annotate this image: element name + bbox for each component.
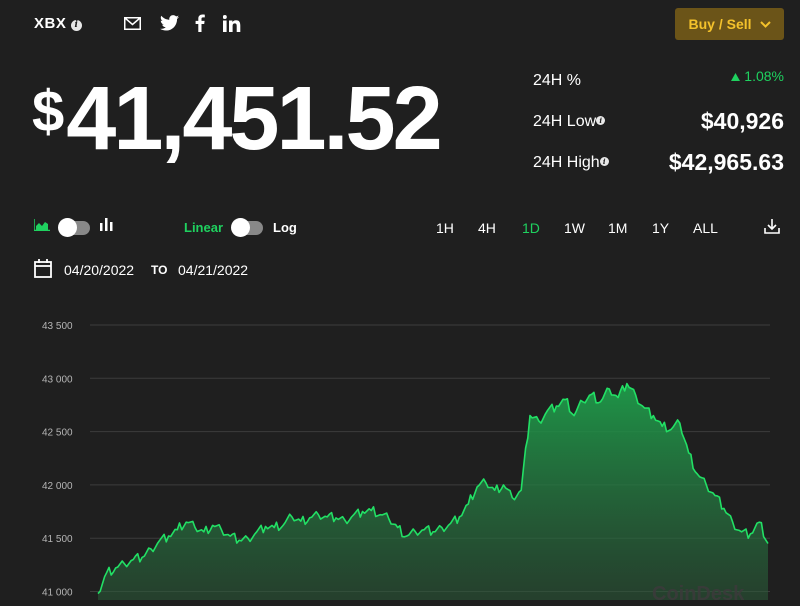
coindesk-watermark: CoinDesk <box>652 583 745 605</box>
high-label: 24H High i <box>533 154 609 172</box>
up-triangle-icon <box>731 73 741 81</box>
price-line <box>97 382 769 595</box>
date-from-input[interactable]: 04/20/2022 <box>64 262 135 278</box>
price-value: 41,451.52 <box>66 69 442 169</box>
range-1h[interactable]: 1H <box>436 220 454 236</box>
change-value: 1.08% <box>731 68 784 84</box>
calendar-icon[interactable] <box>34 259 52 283</box>
chart-type-toggle[interactable] <box>58 218 90 237</box>
price-chart[interactable]: 43 500 43 000 42 500 42 000 41 500 41 000 <box>0 300 800 600</box>
range-1y[interactable]: 1Y <box>652 220 670 236</box>
range-1d[interactable]: 1D <box>522 220 540 236</box>
y-tick-label: 42 000 <box>42 481 73 492</box>
y-tick-label: 41 500 <box>42 534 73 545</box>
high-label-text: 24H High <box>533 154 600 171</box>
y-tick-label: 41 000 <box>42 588 73 599</box>
date-to-input[interactable]: 04/21/2022 <box>178 262 249 278</box>
range-1w[interactable]: 1W <box>564 220 585 236</box>
chevron-down-icon <box>759 20 771 28</box>
scale-toggle[interactable] <box>231 218 263 237</box>
price-area <box>98 383 768 600</box>
date-to-label: TO <box>151 263 168 277</box>
asset-symbol-text: XBX <box>34 15 67 32</box>
change-label: 24H % <box>533 72 582 89</box>
high-value: $42,965.63 <box>668 149 784 175</box>
scale-log-label[interactable]: Log <box>273 220 297 235</box>
twitter-icon[interactable] <box>159 12 179 34</box>
toggle-knob <box>231 218 250 237</box>
buy-sell-button[interactable]: Buy / Sell <box>675 8 784 40</box>
download-icon[interactable] <box>764 218 780 239</box>
info-icon[interactable]: i <box>599 157 609 166</box>
low-value: $40,926 <box>700 108 784 134</box>
toggle-knob <box>58 218 77 237</box>
change-value-text: 1.08% <box>744 68 784 84</box>
info-icon[interactable]: i <box>71 20 83 31</box>
range-all[interactable]: ALL <box>693 220 718 236</box>
currency-symbol: $ <box>32 79 65 144</box>
scale-linear-label[interactable]: Linear <box>184 220 224 235</box>
low-label: 24H Low i <box>533 113 606 131</box>
linkedin-icon[interactable] <box>222 12 242 34</box>
info-icon[interactable]: i <box>596 116 606 125</box>
asset-symbol: XBX i <box>34 15 83 32</box>
buy-sell-label: Buy / Sell <box>688 16 752 32</box>
range-4h[interactable]: 4H <box>478 220 496 236</box>
mail-icon[interactable] <box>122 12 142 34</box>
current-price: $41,451.52 <box>32 74 443 164</box>
area-chart-icon[interactable] <box>33 218 50 236</box>
y-tick-label: 43 500 <box>42 321 73 332</box>
range-1m[interactable]: 1M <box>608 220 628 236</box>
facebook-icon[interactable] <box>193 12 207 34</box>
bar-chart-icon[interactable] <box>100 218 113 236</box>
low-label-text: 24H Low <box>533 113 597 130</box>
y-tick-label: 43 000 <box>42 374 73 385</box>
y-tick-label: 42 500 <box>42 428 73 439</box>
